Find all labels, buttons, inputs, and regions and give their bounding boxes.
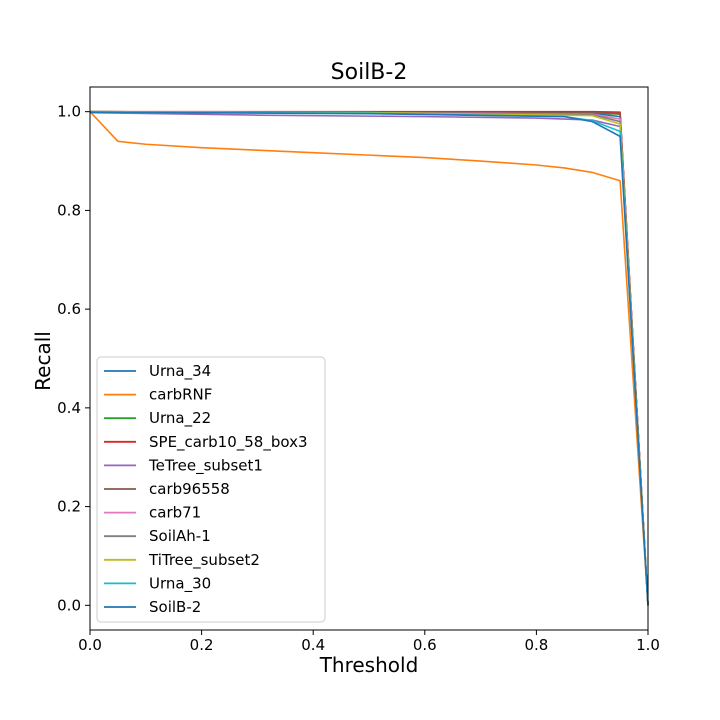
chart-title: SoilB-2 [331,60,408,85]
x-tick-label: 0.4 [301,636,325,654]
x-tick-label: 1.0 [636,636,660,654]
legend-label: carb96558 [149,480,230,498]
legend-label: carbRNF [149,386,212,404]
legend-label: TiTree_subset2 [148,551,260,570]
legend-label: Urna_30 [149,574,211,593]
series-line-SoilB-2 [89,111,649,606]
legend-frame [96,356,326,623]
legend-label: Urna_22 [149,409,211,428]
legend: Urna_34 carbRNF Urna_22 SPE_carb10_58_box3 T… [96,356,326,623]
series-layer [89,110,649,606]
x-tick-label: 0.8 [524,636,548,654]
y-tick-label: 0.8 [57,201,81,219]
y-tick-label: 0.6 [57,300,81,318]
legend-label: carb71 [149,504,201,522]
legend-label: SoilB-2 [149,598,201,616]
legend-label: Urna_34 [149,362,211,381]
legend-entries: Urna_34 carbRNF Urna_22 SPE_carb10_58_box3 T… [104,362,308,616]
legend-label: SPE_carb10_58_box3 [149,433,308,452]
x-axis-label: Threshold [319,653,419,677]
y-tick-label: 0.0 [57,596,81,614]
y-axis-label: Recall [31,331,55,391]
x-tick-label: 0.0 [78,636,102,654]
legend-label: TeTree_subset1 [148,456,263,475]
x-tick-label: 0.2 [190,636,214,654]
legend-label: SoilAh-1 [149,527,211,545]
series-line-carbRNF [89,111,649,606]
y-tick-label: 0.2 [57,498,81,516]
y-tick-label: 0.4 [57,399,81,417]
y-axis: 0.0 0.2 0.4 0.6 0.8 1.0 [57,103,90,614]
x-axis: 0.0 0.2 0.4 0.6 0.8 1.0 [78,630,660,654]
x-tick-label: 0.6 [413,636,437,654]
y-tick-label: 1.0 [57,103,81,121]
plot-frame [89,86,649,631]
